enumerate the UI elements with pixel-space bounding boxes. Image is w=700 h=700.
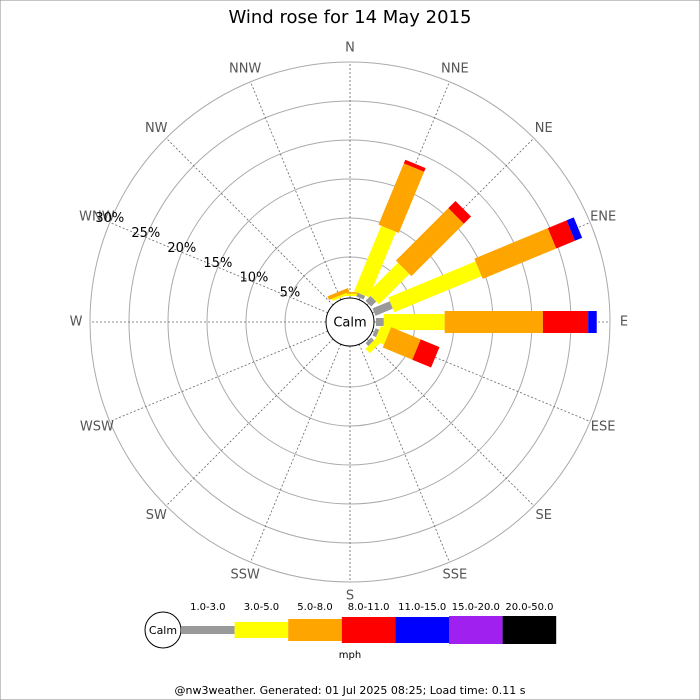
legend-swatch [234,622,289,638]
legend-label: 15.0-20.0 [452,602,500,613]
direction-label: SSW [230,568,260,583]
bar-segment [356,292,366,300]
bar-segment [547,220,575,249]
direction-label: ESE [591,419,616,434]
bar-segment [382,327,421,360]
direction-label: E [620,315,628,330]
calm-circle [325,297,375,347]
bar-segment [331,292,348,302]
direction-label: SE [536,508,552,523]
bar-segment [474,228,557,279]
bar-segment [376,318,384,326]
legend-label: 3.0-5.0 [244,602,279,613]
legend-unit: mph [339,650,361,661]
direction-label: S [346,589,354,604]
bar-segment [388,261,482,313]
bar-segment [327,288,350,301]
bar-segment [403,159,426,172]
r-tick-label: 15% [203,256,232,271]
spoke [165,338,334,507]
spoke [366,338,535,507]
legend-swatch [288,619,342,641]
direction-label: WSW [80,419,114,434]
direction-label: WNW [79,210,115,225]
r-tick-label: 10% [239,271,268,286]
legend-swatch [449,616,503,644]
bar-segment [395,208,464,277]
legend-calm-label: Calm [149,624,177,637]
bar-segment [566,217,583,241]
bar-segment [448,200,472,224]
bar-segment [367,262,410,305]
legend-swatch [502,616,557,644]
bar-segment [372,301,393,316]
direction-label: NNW [229,61,261,76]
bar-segment [383,314,445,330]
legend-label: 8.0-11.0 [348,602,390,613]
direction-label: NE [535,121,553,136]
spoke [109,330,328,422]
bar-segment [444,311,543,333]
legend-label: 5.0-8.0 [297,602,332,613]
spoke [372,330,591,422]
legend-swatch [181,626,235,634]
spoke [250,344,342,563]
spoke [165,137,334,306]
bar-segment [378,163,425,234]
bar-segment [365,337,374,346]
bar-segment [365,295,377,307]
legend-swatch [341,617,396,643]
direction-label: N [345,41,355,56]
direction-label: NW [145,121,168,136]
r-tick-label: 30% [95,211,124,226]
direction-label: NNE [441,61,469,76]
r-tick-label: 25% [131,226,160,241]
spoke [366,137,535,306]
r-tick-label: 20% [167,241,196,256]
calm-label: Calm [333,316,366,331]
direction-label: SSE [442,568,467,583]
bar-segment [365,337,382,354]
bar-segment [542,311,589,333]
bar-segment [412,339,440,368]
direction-label: ENE [590,210,616,225]
bar-segment [588,311,597,333]
legend-label: 11.0-15.0 [398,602,446,613]
direction-label: SW [146,508,167,523]
chart-title: Wind rose for 14 May 2015 [229,7,472,28]
r-tick-label: 5% [280,286,301,301]
spoke [109,222,328,314]
legend-label: 1.0-3.0 [190,602,225,613]
direction-label: W [70,315,83,330]
grid-ring [89,61,611,583]
bar-segment [354,225,396,298]
footer: @nw3weather. Generated: 01 Jul 2025 08:2… [175,684,526,697]
legend-label: 20.0-50.0 [505,602,553,613]
spoke [358,344,450,563]
legend-swatch [395,617,449,643]
bar-segment [372,328,380,338]
spoke [250,81,342,300]
